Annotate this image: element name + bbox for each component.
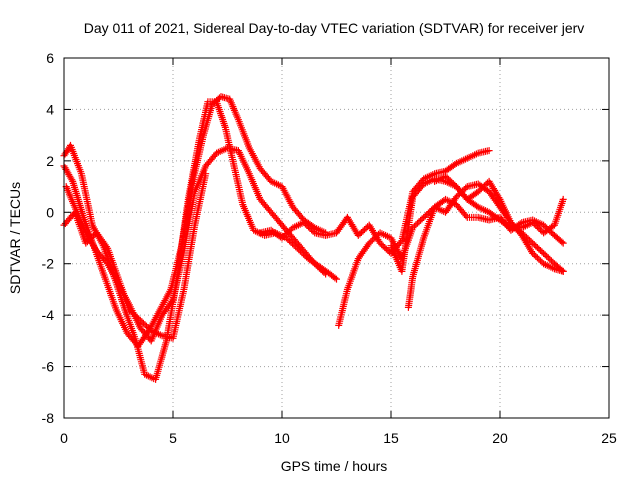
y-tick-label: 0	[46, 204, 54, 220]
plot-frame	[63, 57, 610, 419]
series-track-i	[431, 172, 567, 237]
x-axis-label: GPS time / hours	[281, 458, 388, 474]
y-tick-label: -4	[42, 307, 55, 323]
x-tick-label: 0	[60, 430, 68, 446]
x-tick-label: 5	[169, 430, 177, 446]
y-tick-label: -2	[42, 256, 55, 272]
y-tick-label: -8	[42, 410, 55, 426]
y-tick-label: 4	[46, 101, 54, 117]
chart-title: Day 011 of 2021, Sidereal Day-to-day VTE…	[84, 20, 585, 36]
x-tick-label: 10	[274, 430, 290, 446]
data-points	[60, 93, 567, 383]
y-axis-label: SDTVAR / TECUs	[7, 182, 23, 294]
x-tick-label: 20	[492, 430, 508, 446]
y-tick-label: 6	[46, 50, 54, 66]
x-tick-label: 25	[601, 430, 617, 446]
x-tick-label: 15	[383, 430, 399, 446]
y-tick-label: 2	[46, 153, 54, 169]
series-markers	[431, 172, 567, 237]
grid	[64, 58, 609, 418]
y-tick-label: -6	[42, 359, 55, 375]
